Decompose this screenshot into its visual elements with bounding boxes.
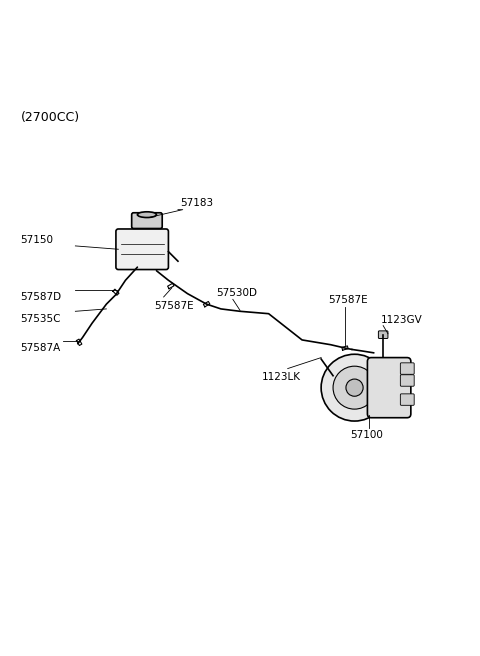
Circle shape [321,354,388,421]
FancyBboxPatch shape [378,331,388,338]
Text: 57587E: 57587E [154,301,194,312]
Text: 57530D: 57530D [216,289,257,298]
Text: 57535C: 57535C [21,314,61,323]
FancyBboxPatch shape [400,363,414,375]
Text: 57587E: 57587E [328,295,368,305]
FancyBboxPatch shape [400,375,414,386]
Text: 57100: 57100 [350,430,383,440]
Text: 57183: 57183 [180,197,214,208]
FancyBboxPatch shape [116,229,168,270]
Ellipse shape [137,212,156,218]
FancyBboxPatch shape [132,213,162,228]
Circle shape [333,366,376,409]
Text: 1123GV: 1123GV [381,315,422,325]
Text: 1123LK: 1123LK [262,372,300,382]
Text: 57587D: 57587D [21,292,61,302]
Circle shape [346,379,363,396]
Text: (2700CC): (2700CC) [21,111,80,124]
Text: 57150: 57150 [21,235,53,245]
FancyBboxPatch shape [367,358,411,418]
FancyBboxPatch shape [400,394,414,405]
Text: 57587A: 57587A [21,343,61,354]
